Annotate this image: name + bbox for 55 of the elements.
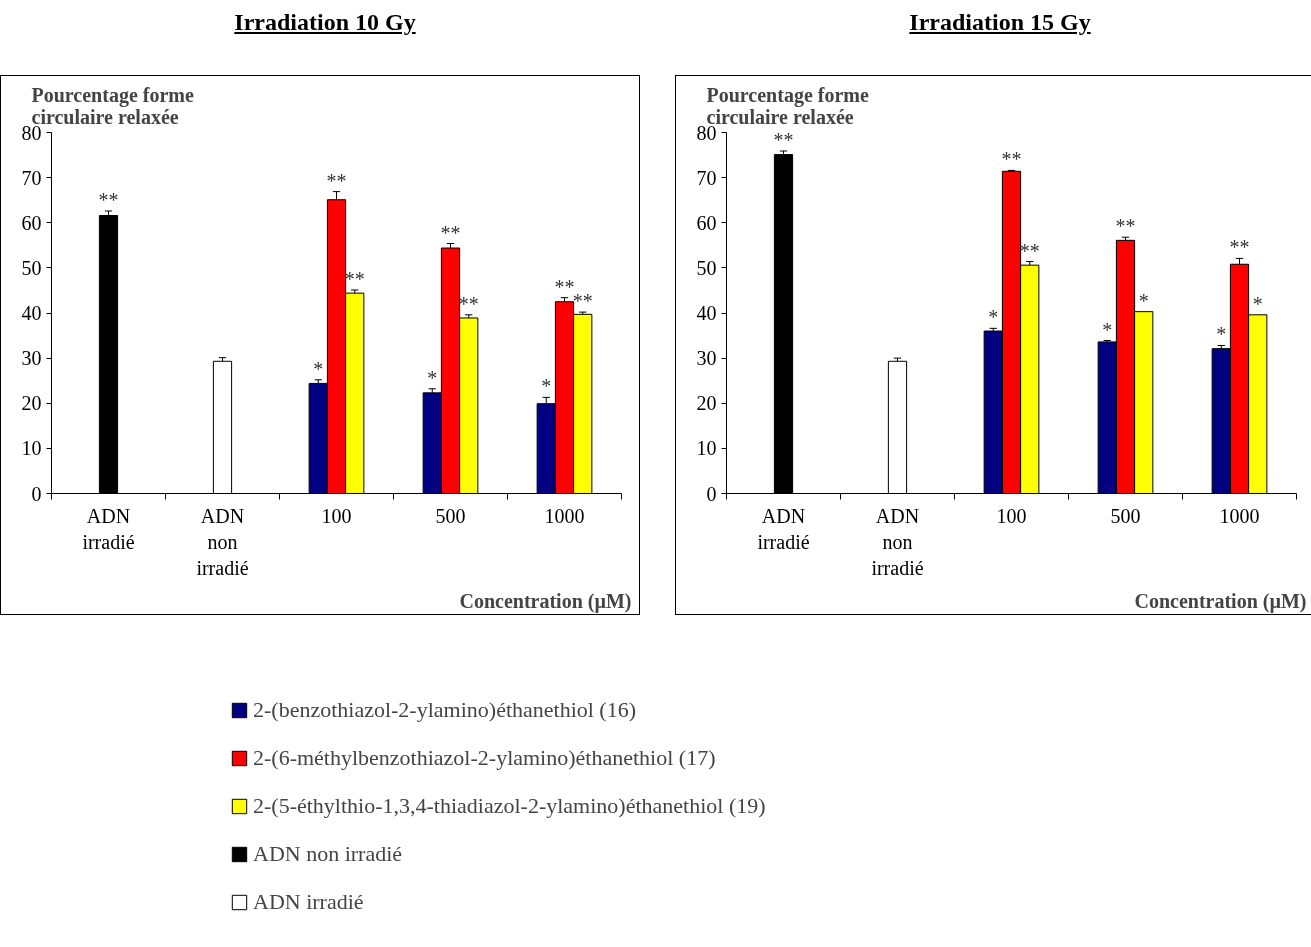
data-label: * — [427, 366, 438, 389]
data-label: ** — [1019, 239, 1040, 262]
x-tick-label: 1000 — [1219, 504, 1260, 527]
legend-label: 2-(benzothiazol-2-ylamino)éthanethiol (16) — [253, 697, 637, 723]
data-label: * — [313, 357, 324, 380]
data-label: ** — [458, 292, 479, 315]
legend-label: 2-(6-méthylbenzothiazol-2-ylamino)éthanethiol (17) — [253, 745, 716, 771]
data-label: ** — [1001, 148, 1022, 171]
y-tick-label: 70 — [696, 166, 717, 189]
y-tick-label: 0 — [706, 482, 717, 505]
chart-title: Irradiation 15 Gy — [909, 9, 1091, 35]
data-label: * — [541, 375, 552, 398]
x-axis-title: Concentration (µM) — [459, 589, 632, 613]
y-tick-label: 20 — [21, 392, 42, 415]
y-tick-label: 30 — [696, 347, 717, 370]
legend-label: ADN irradié — [253, 889, 364, 915]
legend-label: 2-(5-éthylthio-1,3,4-thiadiazol-2-ylamino)éthanethiol (19) — [253, 793, 766, 819]
x-tick-label: ADN non irradié — [871, 504, 924, 580]
x-tick-label: 500 — [1110, 504, 1141, 527]
legend-label: ADN non irradié — [253, 841, 403, 867]
x-tick-label: ADN non irradié — [196, 504, 249, 580]
data-label: ** — [1229, 236, 1250, 259]
data-label: * — [988, 306, 999, 329]
x-tick-label: 500 — [435, 504, 466, 527]
y-tick-label: 10 — [21, 437, 42, 460]
y-tick-label: 50 — [696, 256, 717, 279]
data-label: ** — [572, 290, 593, 313]
data-label: ** — [440, 221, 461, 244]
y-tick-label: 60 — [21, 211, 42, 234]
y-tick-label: 60 — [696, 211, 717, 234]
x-tick-label: ADN irradié — [757, 504, 810, 553]
data-label: ** — [98, 189, 119, 212]
y-tick-label: 10 — [696, 437, 717, 460]
data-label: ** — [1115, 215, 1136, 238]
y-tick-label: 30 — [21, 347, 42, 370]
data-label: * — [1138, 289, 1149, 312]
y-tick-label: 50 — [21, 256, 42, 279]
y-tick-label: 40 — [696, 302, 717, 324]
x-tick-label: 1000 — [544, 504, 585, 527]
x-tick-label: ADN irradié — [82, 504, 135, 553]
y-tick-label: 20 — [696, 392, 717, 415]
data-label: * — [1102, 318, 1113, 341]
data-label: ** — [773, 129, 794, 151]
data-label: ** — [326, 169, 347, 192]
y-tick-label: 40 — [21, 302, 42, 324]
y-tick-label: 70 — [21, 166, 42, 189]
y-tick-label: 0 — [31, 482, 42, 505]
x-tick-label: 100 — [996, 504, 1027, 527]
x-axis-title: Concentration (µM) — [1134, 589, 1307, 613]
data-label: ** — [344, 267, 365, 290]
data-label: ** — [554, 275, 575, 298]
data-label: * — [1252, 292, 1263, 315]
x-tick-label: 100 — [321, 504, 352, 527]
chart-title: Irradiation 10 Gy — [234, 9, 416, 35]
data-label: * — [1216, 323, 1227, 346]
